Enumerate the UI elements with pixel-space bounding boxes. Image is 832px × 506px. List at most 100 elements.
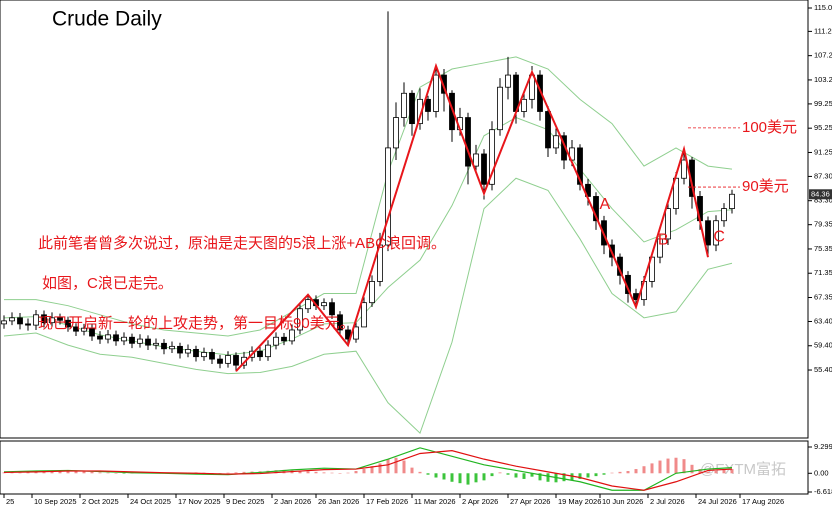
candle-body (49, 317, 55, 324)
note: 现已开启新一轮的上攻走势，第一目标90美元。 (38, 314, 355, 332)
macd-bar (122, 473, 126, 474)
candle-body (161, 342, 167, 350)
candle-body (481, 153, 487, 185)
candle-body (529, 74, 535, 100)
candle-body (441, 74, 447, 94)
candle-body (425, 98, 431, 112)
macd-bar (522, 473, 526, 479)
candle-body (505, 74, 511, 88)
candle-body (33, 314, 39, 326)
macd-bar (338, 472, 342, 474)
macd-bar (378, 463, 382, 474)
macd-bar (330, 472, 334, 474)
candle-body (201, 352, 207, 358)
macd-bar (434, 473, 438, 478)
x-tick-label: 10 Sep 2025 (34, 497, 77, 506)
macd-bar (306, 471, 310, 474)
candle-body (41, 314, 47, 324)
macd-bar (242, 471, 246, 474)
note: 此前笔者曾多次说过，原油是走天图的5浪上涨+ABC浪回调。 (38, 235, 446, 252)
macd-bar (394, 457, 398, 474)
candle-body (401, 92, 407, 118)
macd-bar (2, 472, 6, 474)
candle-body (57, 317, 63, 321)
candle-body (209, 352, 215, 360)
macd-bar (586, 473, 590, 478)
macd-bar (626, 471, 630, 474)
candle-body (305, 299, 311, 310)
macd-bar (362, 469, 366, 474)
candle-body (297, 308, 303, 331)
candle-body (169, 345, 175, 350)
target-label: 90美元 (742, 178, 789, 195)
macd-bar (226, 472, 230, 474)
candle-body (705, 220, 711, 246)
macd-bar (578, 473, 582, 479)
x-tick-label: 17 Feb 2026 (366, 497, 408, 506)
macd-bar (698, 469, 702, 474)
candle-body (81, 327, 87, 332)
macd-bar (506, 473, 510, 475)
macd-bar (498, 472, 502, 474)
candle-body (137, 338, 143, 344)
macd-bar (634, 469, 638, 474)
macd-bar (90, 471, 94, 474)
candle-body (409, 92, 415, 125)
candle-body (393, 117, 399, 149)
candle-body (369, 281, 375, 304)
candle-body (105, 334, 111, 340)
candle-body (545, 111, 551, 149)
x-tick-label: 17 Aug 2026 (742, 497, 784, 506)
macd-bar (474, 473, 478, 483)
candle-body (185, 348, 191, 354)
candle-body (665, 208, 671, 240)
macd-bar (82, 471, 86, 474)
candle-body (521, 98, 527, 112)
candle-body (289, 329, 295, 342)
x-tick-label: 2 Jul 2026 (650, 497, 685, 506)
y-tick-label: 59.40 (814, 341, 832, 350)
candle-body (145, 338, 151, 346)
candle-body (281, 336, 287, 342)
macd-bar (26, 472, 30, 474)
candle-body (9, 317, 15, 322)
macd-bar (730, 469, 734, 474)
candle-body (97, 335, 103, 340)
macd-bar (642, 466, 646, 474)
macd-bar (714, 471, 718, 474)
macd-bar (74, 471, 78, 474)
watermark: @FXTM富拓 (700, 460, 786, 478)
candle-body (193, 348, 199, 358)
x-tick-label: 2 Apr 2026 (462, 497, 498, 506)
x-tick-label: 25 (6, 497, 14, 506)
candle-body (577, 147, 583, 185)
candle-body (225, 355, 231, 364)
y-tick-label: 67.35 (814, 292, 832, 301)
macd-bar (682, 459, 686, 474)
y-tick-label: -6.6185 (814, 487, 832, 496)
macd-bar (418, 471, 422, 474)
x-tick-label: 24 Oct 2025 (130, 497, 171, 506)
macd-bar (322, 472, 326, 474)
y-tick-label: 79.35 (814, 220, 832, 229)
macd-bar (234, 472, 238, 474)
candle-body (449, 92, 455, 131)
candle-body (25, 323, 31, 326)
y-tick-label: 0.00 (814, 468, 829, 477)
candle-body (353, 326, 359, 340)
macd-bar (722, 469, 726, 474)
macd-bar (346, 472, 350, 474)
candle-body (465, 117, 471, 167)
x-tick-label: 24 Jul 2026 (698, 497, 737, 506)
macd-bar (538, 473, 542, 481)
y-tick-label: 103.20 (814, 75, 832, 84)
candle-body (713, 220, 719, 246)
y-tick-label: 75.35 (814, 244, 832, 253)
candle-body (489, 129, 495, 185)
candle-body (89, 327, 95, 337)
y-tick-label: 95.25 (814, 123, 832, 132)
macd-bar (298, 471, 302, 474)
candle-body (265, 344, 271, 358)
y-tick-label: 99.25 (814, 99, 832, 108)
candle-body (729, 193, 735, 209)
